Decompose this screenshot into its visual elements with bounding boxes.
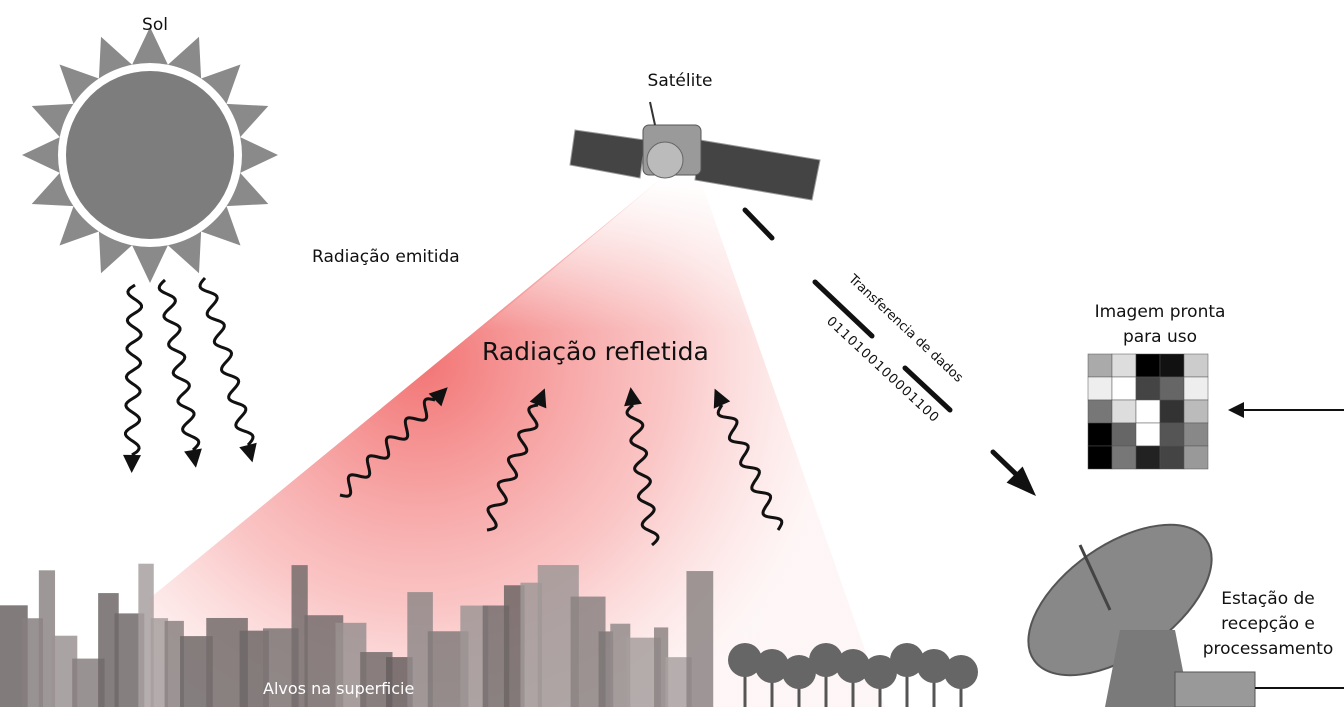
arrow-head (1228, 402, 1244, 418)
image-label-line: para uso (1123, 327, 1197, 347)
wave (126, 285, 142, 455)
image-grid (1088, 354, 1208, 469)
data-bits: 0110100100001100 (823, 314, 942, 426)
sun-disc (66, 71, 234, 239)
satellite-lens (647, 142, 683, 178)
pixel (1160, 377, 1184, 400)
dash (745, 210, 772, 238)
image-label: Imagem pronta para uso (1095, 302, 1226, 347)
antenna (650, 102, 655, 125)
pixel (1112, 354, 1136, 377)
pixel (1184, 423, 1208, 446)
pixel (1136, 446, 1160, 469)
pixel (1184, 354, 1208, 377)
arrow-head (184, 449, 202, 468)
building (686, 571, 713, 707)
pixel (1160, 354, 1184, 377)
crown (944, 655, 978, 689)
pixel (1160, 423, 1184, 446)
sun-label: Sol (142, 15, 168, 35)
cone-fade (480, 178, 780, 330)
pixel (1136, 354, 1160, 377)
wave (200, 278, 253, 445)
station-label-line: processamento (1203, 639, 1334, 659)
image-label-line: Imagem pronta (1095, 302, 1226, 322)
pixel (1136, 400, 1160, 423)
pixel (1088, 400, 1112, 423)
station-label: Estação de recepção e processamento (1203, 589, 1334, 659)
wave (159, 280, 199, 450)
solar-panel (695, 140, 820, 200)
pixel (1112, 400, 1136, 423)
pixel (1088, 446, 1112, 469)
pixel (1112, 446, 1136, 469)
pixel (1088, 423, 1112, 446)
pixel (1160, 400, 1184, 423)
pixel (1088, 377, 1112, 400)
building (1175, 672, 1255, 707)
pixel (1088, 354, 1112, 377)
emitted-label: Radiação emitida (312, 247, 460, 267)
pixel (1136, 377, 1160, 400)
station-label-line: recepção e (1221, 614, 1315, 634)
targets-label: Alvos na superficie (263, 679, 414, 698)
pixel (1160, 446, 1184, 469)
arrow-head (239, 443, 256, 463)
pixel (1112, 377, 1136, 400)
satellite-label: Satélite (648, 71, 713, 91)
station-label-line: Estação de (1221, 589, 1315, 609)
pixel (1112, 423, 1136, 446)
scene: Transferencia de dados 0110100100001100 … (0, 15, 1344, 707)
pixel (1184, 446, 1208, 469)
solar-panel (570, 130, 645, 178)
pixel (1184, 377, 1208, 400)
pixel (1184, 400, 1208, 423)
reflected-label: Radiação refletida (482, 337, 709, 366)
pixel (1136, 423, 1160, 446)
sun (22, 27, 278, 283)
arrow-head (123, 455, 141, 473)
diagram: Transferencia de dados 0110100100001100 … (0, 0, 1344, 707)
